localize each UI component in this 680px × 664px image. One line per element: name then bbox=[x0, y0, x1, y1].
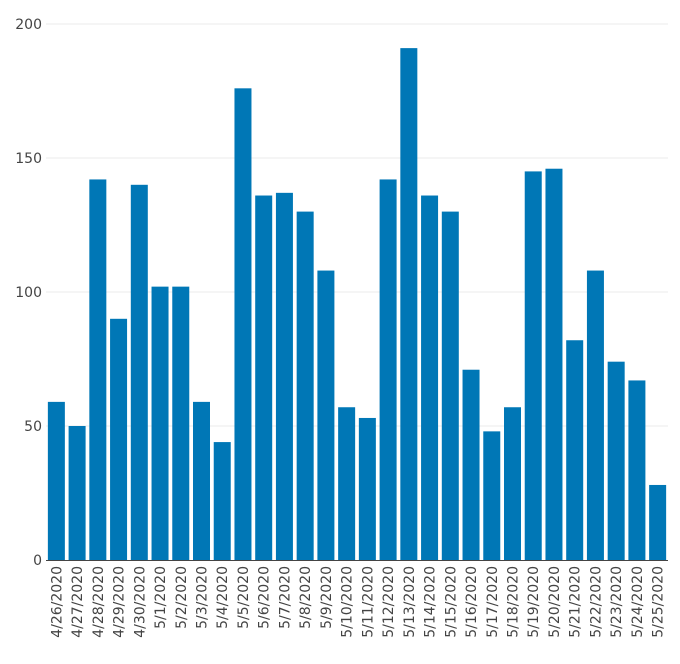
bar bbox=[607, 361, 625, 560]
x-tick-label: 5/16/2020 bbox=[464, 566, 480, 638]
bar bbox=[566, 340, 584, 560]
bar bbox=[275, 192, 293, 560]
x-tick-label: 5/20/2020 bbox=[547, 566, 563, 638]
bar bbox=[213, 442, 231, 560]
x-tick-label: 5/3/2020 bbox=[195, 566, 211, 629]
x-tick-label: 5/12/2020 bbox=[381, 566, 397, 638]
y-axis-ticks: 0 50 100 150 200 bbox=[15, 17, 42, 569]
bar bbox=[400, 48, 418, 561]
bar bbox=[151, 286, 169, 560]
x-tick-label: 5/2/2020 bbox=[174, 566, 190, 629]
x-tick-label: 4/29/2020 bbox=[112, 566, 128, 638]
x-tick-label: 4/30/2020 bbox=[132, 566, 148, 638]
x-axis-ticks: 4/26/2020 4/27/2020 4/28/2020 4/29/2020 4/30… bbox=[49, 566, 666, 638]
x-tick-label: 5/13/2020 bbox=[402, 566, 418, 638]
x-tick-label: 5/15/2020 bbox=[443, 566, 459, 638]
x-tick-label: 5/4/2020 bbox=[215, 566, 231, 629]
bar bbox=[317, 270, 335, 560]
bar bbox=[192, 401, 211, 560]
x-tick-label: 5/21/2020 bbox=[568, 566, 584, 638]
bar bbox=[47, 401, 65, 560]
bar bbox=[586, 270, 604, 560]
y-gridlines bbox=[46, 23, 668, 427]
y-tick-label: 50 bbox=[24, 419, 42, 435]
bar bbox=[628, 380, 646, 560]
x-tick-label: 5/18/2020 bbox=[506, 566, 522, 638]
bar bbox=[338, 407, 356, 560]
y-tick-label: 100 bbox=[15, 285, 42, 301]
x-tick-label: 4/27/2020 bbox=[70, 566, 86, 638]
bar bbox=[172, 286, 190, 560]
x-tick-label: 5/9/2020 bbox=[319, 566, 335, 629]
bar bbox=[441, 211, 459, 560]
bar bbox=[234, 88, 252, 560]
x-tick-label: 5/17/2020 bbox=[485, 566, 501, 638]
bars bbox=[47, 48, 667, 561]
x-tick-label: 5/14/2020 bbox=[423, 566, 439, 638]
x-tick-label: 5/23/2020 bbox=[609, 566, 625, 638]
bar bbox=[503, 407, 522, 560]
bar bbox=[545, 168, 563, 560]
bar bbox=[379, 179, 397, 560]
y-tick-label: 0 bbox=[33, 553, 42, 569]
x-tick-label: 5/11/2020 bbox=[360, 566, 376, 638]
bar bbox=[649, 484, 667, 560]
x-tick-label: 5/8/2020 bbox=[298, 566, 314, 629]
x-tick-label: 5/22/2020 bbox=[588, 566, 604, 638]
x-tick-label: 5/10/2020 bbox=[340, 566, 356, 638]
bar bbox=[358, 417, 376, 560]
x-tick-label: 5/6/2020 bbox=[257, 566, 273, 629]
x-tick-label: 5/25/2020 bbox=[651, 566, 667, 638]
x-tick-label: 5/19/2020 bbox=[526, 566, 542, 638]
y-tick-label: 150 bbox=[15, 151, 42, 167]
x-tick-label: 4/28/2020 bbox=[91, 566, 107, 638]
bar bbox=[89, 179, 107, 560]
bar bbox=[255, 195, 273, 560]
bar bbox=[483, 431, 501, 560]
bar bbox=[68, 426, 86, 560]
x-tick-label: 5/5/2020 bbox=[236, 566, 252, 629]
bar bbox=[421, 195, 439, 560]
x-tick-label: 4/26/2020 bbox=[49, 566, 65, 638]
bar bbox=[130, 184, 148, 561]
x-tick-label: 5/24/2020 bbox=[630, 566, 646, 638]
x-tick-label: 5/7/2020 bbox=[277, 566, 293, 629]
x-tick-label: 5/1/2020 bbox=[153, 566, 169, 629]
bar bbox=[110, 318, 128, 560]
y-tick-label: 200 bbox=[15, 17, 42, 33]
bar bbox=[296, 211, 314, 560]
bar bbox=[524, 171, 542, 560]
bar bbox=[462, 369, 480, 560]
